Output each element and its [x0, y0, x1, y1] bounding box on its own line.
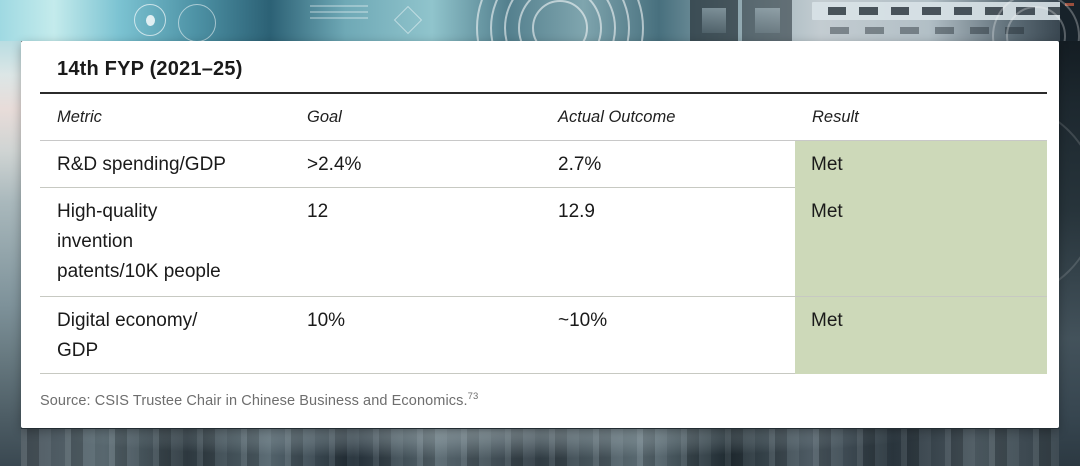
figure-card: 14th FYP (2021–25) Metric Goal Actual Ou… — [21, 41, 1059, 428]
result-cell: Met — [795, 188, 1047, 296]
column-header-metric: Metric — [57, 108, 102, 126]
source-attribution: Source: CSIS Trustee Chair in Chinese Bu… — [40, 391, 1047, 409]
actual-cell: 12.9 — [558, 201, 595, 222]
table-row: Digital economy/ GDP 10% ~10% Met — [40, 297, 1047, 374]
goal-cell: 10% — [307, 310, 346, 331]
source-text: Source: CSIS Trustee Chair in Chinese Bu… — [40, 393, 468, 409]
circle-hud-icon — [134, 4, 166, 36]
concentric-ring-icon — [476, 0, 644, 41]
metric-cell: High-quality invention patents/10K peopl… — [40, 188, 290, 296]
background-photo-top — [0, 0, 1080, 41]
metric-text: patents/10K people — [57, 261, 221, 282]
background-photo-left — [0, 41, 21, 466]
red-marker — [1065, 3, 1074, 6]
hud-text-lines — [310, 5, 368, 21]
column-header-result: Result — [812, 108, 859, 126]
figure-title: 14th FYP (2021–25) — [40, 41, 1047, 94]
concentric-ring-icon — [992, 0, 1080, 41]
result-cell: Met — [795, 141, 1047, 188]
background-arc — [1059, 101, 1080, 301]
background-photo-bottom — [21, 429, 1059, 466]
metric-cell: Digital economy/ GDP — [40, 297, 290, 374]
table-row: R&D spending/GDP >2.4% 2.7% Met — [40, 141, 1047, 188]
goal-cell: 12 — [307, 201, 329, 222]
actual-cell: ~10% — [558, 310, 608, 331]
globe-hud-icon — [178, 4, 216, 41]
metric-cell: R&D spending/GDP — [40, 141, 290, 188]
column-header-goal: Goal — [307, 108, 342, 126]
circle-hud-dot — [146, 15, 155, 26]
background-photo-right — [1059, 41, 1080, 466]
metric-text: Digital economy/ — [57, 310, 198, 331]
photo-tile — [690, 0, 738, 41]
metric-text: R&D spending/GDP — [57, 154, 226, 175]
result-cell: Met — [795, 297, 1047, 374]
metric-text: invention — [57, 231, 134, 252]
photo-tile — [742, 0, 792, 41]
table-row: High-quality invention patents/10K peopl… — [40, 188, 1047, 297]
actual-cell: 2.7% — [558, 154, 602, 175]
column-header-actual: Actual Outcome — [558, 108, 676, 126]
circuit-chip-icon — [393, 5, 423, 35]
footnote-number: 73 — [467, 391, 479, 403]
table-header-row: Metric Goal Actual Outcome Result — [40, 94, 1047, 141]
metric-text: GDP — [57, 340, 99, 361]
metric-text: High-quality — [57, 201, 158, 222]
goal-cell: >2.4% — [307, 154, 362, 175]
